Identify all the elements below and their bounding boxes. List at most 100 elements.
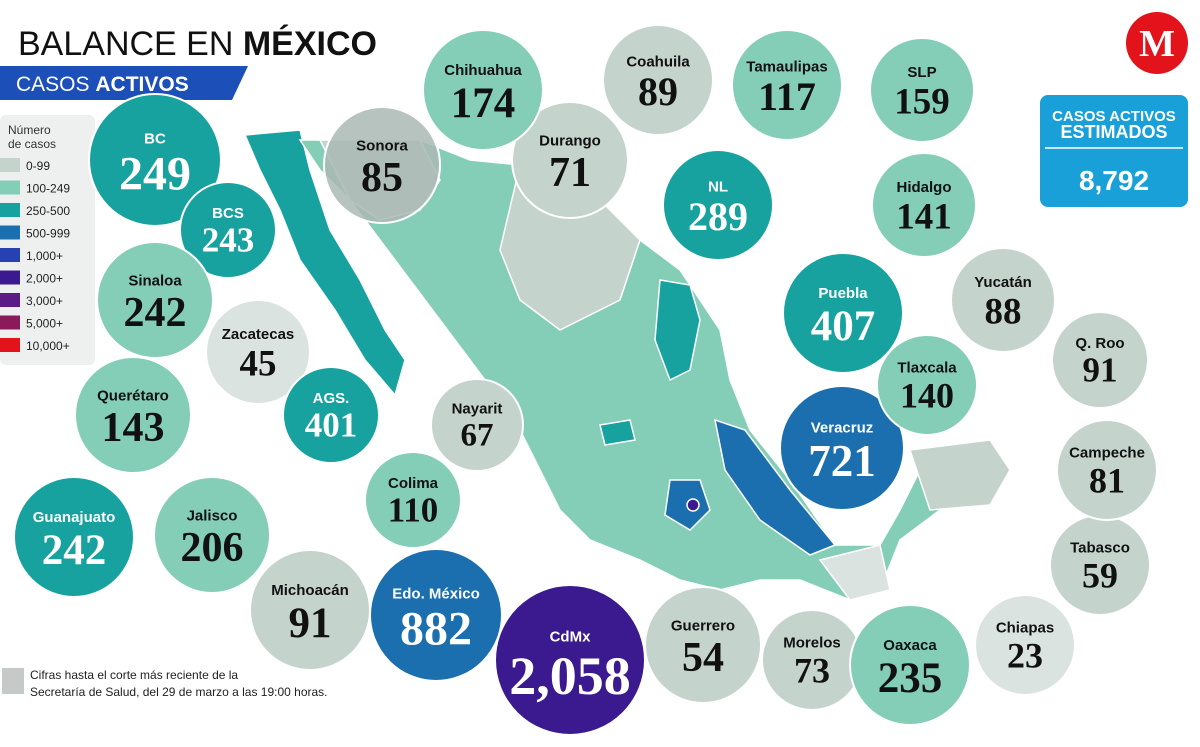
bubble: [96, 241, 214, 359]
state-name: NL: [708, 178, 728, 195]
legend-label: 5,000+: [26, 317, 63, 331]
state-name: Tlaxcala: [897, 360, 957, 377]
state-bubble: AGS.401: [282, 366, 380, 464]
state-name: Oaxaca: [883, 637, 937, 654]
aguascalientes: [599, 419, 636, 446]
state-value: 249: [119, 148, 191, 201]
bubble: [974, 594, 1076, 696]
state-value: 54: [682, 635, 724, 681]
subtitle-bold: ACTIVOS: [95, 73, 188, 96]
estimate-value: 8,792: [1079, 165, 1149, 196]
state-name: Sonora: [356, 138, 408, 155]
legend-swatch: [0, 315, 20, 330]
bubble: [849, 604, 971, 726]
state-name: Tamaulipas: [746, 58, 827, 75]
nuevo-leon: [654, 279, 701, 382]
state-value: 882: [400, 603, 472, 656]
state-name: Tabasco: [1070, 540, 1130, 557]
state-name: Sinaloa: [128, 273, 182, 290]
logo-circle: [1126, 12, 1188, 74]
state-value: 81: [1089, 461, 1125, 501]
state-name: Yucatán: [974, 274, 1032, 291]
state-name: BC: [144, 131, 166, 148]
state-name: Michoacán: [271, 582, 349, 599]
bubble: [782, 252, 904, 374]
bubble: [494, 584, 646, 736]
state-value: 117: [758, 74, 816, 119]
state-value: 243: [202, 221, 255, 260]
estimate-title: ESTIMADOS: [1060, 122, 1167, 142]
state-name: Colima: [388, 475, 439, 492]
legend-label: 3,000+: [26, 294, 63, 308]
state-value: 110: [388, 491, 439, 530]
bubble: [179, 181, 277, 279]
title-light: BALANCE EN: [18, 25, 233, 63]
title-bold: MÉXICO: [243, 25, 377, 63]
state-name: Q. Roo: [1075, 335, 1124, 352]
bubble: [369, 548, 503, 682]
legend-swatch: [0, 270, 20, 285]
state-name: Querétaro: [97, 388, 169, 405]
subtitle: CASOS ACTIVOS: [16, 73, 189, 96]
legend-label: 10,000+: [26, 339, 70, 353]
bubble: [644, 586, 762, 704]
state-value: 174: [451, 80, 516, 127]
estimate-box: [1040, 95, 1188, 207]
bubble: [1056, 419, 1158, 521]
bubble: [869, 37, 975, 143]
state-name: Guanajuato: [33, 509, 116, 526]
legend-label: 2,000+: [26, 272, 63, 286]
chiapas: [818, 544, 891, 601]
state-value: 67: [461, 418, 494, 454]
bubble: [13, 476, 135, 598]
legend-label: 500-999: [26, 227, 70, 241]
cdmx: [686, 498, 700, 512]
legend-label: 100-249: [26, 182, 70, 196]
state-name: Hidalgo: [897, 179, 952, 196]
state-value: 141: [896, 196, 952, 237]
legend-swatch: [0, 248, 20, 262]
state-value: 289: [688, 194, 748, 239]
state-name: Guerrero: [671, 618, 735, 635]
title: BALANCE EN MÉXICO: [18, 25, 377, 63]
subtitle-bar: [0, 66, 248, 100]
note: Cifras hasta el corte más reciente de la…: [30, 668, 328, 699]
bubble: [74, 356, 192, 474]
state-name: SLP: [907, 64, 936, 81]
bubble: [88, 93, 222, 227]
subtitle-light: CASOS: [16, 73, 90, 96]
state-value: 73: [794, 651, 830, 691]
state-value: 235: [878, 655, 943, 702]
state-value: 88: [985, 291, 1022, 332]
state-value: 23: [1007, 636, 1043, 676]
state-value: 89: [638, 69, 678, 114]
state-name: Chihuahua: [444, 62, 522, 79]
legend-swatch: [0, 225, 20, 240]
estimate-title: CASOS ACTIVOS: [1052, 108, 1176, 125]
state-value: 91: [289, 600, 332, 647]
state-name: Edo. México: [392, 586, 480, 603]
bubble: [871, 152, 977, 258]
state-name: Nayarit: [452, 401, 503, 418]
note-marker: [2, 668, 24, 694]
state-value: 242: [42, 527, 107, 574]
yucatan-peninsula: [908, 439, 1011, 511]
